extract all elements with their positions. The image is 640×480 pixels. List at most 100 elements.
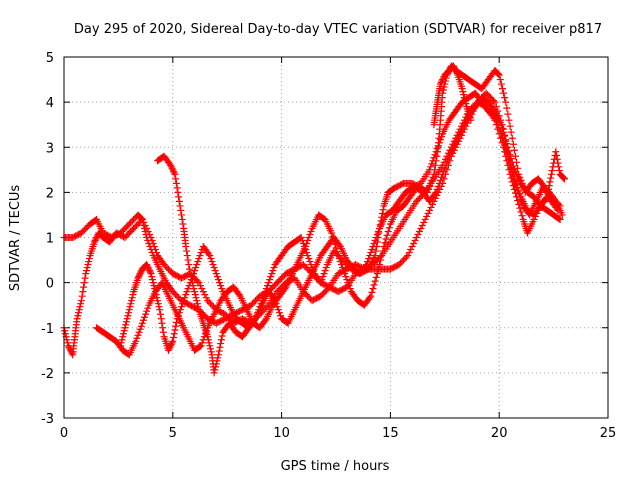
- data-point: [305, 255, 313, 263]
- data-point: [205, 250, 213, 258]
- data-point: [507, 155, 515, 163]
- data-point: [385, 224, 393, 232]
- data-point: [555, 163, 563, 171]
- data-point: [303, 240, 311, 248]
- data-point: [118, 336, 126, 344]
- data-point: [281, 285, 289, 293]
- y-tick-label: -2: [41, 367, 54, 382]
- data-point: [421, 215, 429, 223]
- data-point: [183, 288, 191, 296]
- data-point: [428, 160, 436, 168]
- data-point: [144, 264, 152, 272]
- data-point: [504, 110, 512, 118]
- data-point: [344, 279, 352, 287]
- series-track-5: [93, 94, 564, 359]
- data-point: [361, 262, 369, 270]
- data-point: [75, 309, 83, 317]
- x-tick-label: 20: [491, 426, 508, 441]
- data-point: [203, 327, 211, 335]
- data-point: [297, 234, 305, 241]
- data-point: [441, 164, 449, 172]
- data-point: [172, 179, 180, 187]
- data-point: [79, 288, 87, 296]
- data-point: [141, 221, 149, 229]
- plot-frame: [63, 56, 609, 419]
- data-point: [430, 154, 438, 162]
- data-point: [143, 261, 151, 269]
- data-point: [319, 273, 327, 281]
- data-point: [216, 279, 224, 287]
- data-point: [407, 246, 415, 254]
- data-point: [270, 264, 278, 272]
- data-point: [337, 261, 345, 269]
- data-point: [263, 303, 271, 311]
- data-point: [424, 209, 432, 217]
- y-tick-label: 2: [46, 186, 54, 201]
- data-point: [165, 345, 173, 353]
- data-point: [149, 240, 157, 248]
- data-point: [138, 319, 146, 327]
- data-point: [266, 276, 274, 284]
- data-point: [451, 65, 459, 73]
- data-point: [83, 264, 91, 272]
- data-point: [547, 170, 555, 178]
- data-point: [193, 297, 201, 305]
- x-axis-label: GPS time / hours: [281, 459, 390, 474]
- data-point: [185, 265, 193, 273]
- data-point: [182, 291, 190, 299]
- data-point: [199, 288, 207, 296]
- data-point: [556, 215, 564, 223]
- data-point: [205, 339, 213, 347]
- data-point: [503, 139, 511, 147]
- data-point: [167, 340, 175, 348]
- data-point: [75, 306, 83, 314]
- data-point: [81, 274, 89, 282]
- data-point: [269, 267, 277, 275]
- data-point: [436, 136, 444, 144]
- data-point: [328, 229, 336, 237]
- data-point: [127, 297, 135, 305]
- data-point: [207, 348, 215, 356]
- data-point: [552, 148, 560, 156]
- data-point: [138, 215, 146, 223]
- data-point: [191, 288, 199, 296]
- data-point: [188, 279, 196, 287]
- data-point: [320, 270, 328, 278]
- data-point: [135, 273, 143, 281]
- data-point: [559, 173, 567, 181]
- data-point: [213, 357, 221, 365]
- data-point: [502, 98, 510, 106]
- data-point: [216, 343, 224, 351]
- data-point: [171, 170, 179, 178]
- data-point: [433, 185, 441, 193]
- data-point: [410, 240, 418, 248]
- data-points: [60, 62, 568, 377]
- data-point: [119, 330, 127, 338]
- data-point: [235, 291, 243, 299]
- data-point: [304, 237, 312, 245]
- data-point: [274, 306, 282, 314]
- data-point: [500, 89, 508, 97]
- data-point: [378, 252, 386, 260]
- data-point: [218, 332, 226, 340]
- data-point: [156, 306, 164, 314]
- data-point: [303, 249, 311, 257]
- data-point: [429, 173, 437, 181]
- x-tick-label: 10: [273, 426, 290, 441]
- data-point: [124, 312, 132, 320]
- data-point: [558, 211, 566, 219]
- data-point: [431, 151, 439, 159]
- data-point: [84, 261, 92, 269]
- data-point: [436, 80, 444, 88]
- data-point: [197, 342, 205, 350]
- data-point: [431, 161, 439, 169]
- data-point: [518, 212, 526, 220]
- y-tick-label: 4: [46, 96, 54, 111]
- data-point: [206, 342, 214, 350]
- data-point: [433, 145, 441, 153]
- data-point: [127, 300, 135, 308]
- data-point: [494, 70, 502, 78]
- data-point: [369, 285, 377, 293]
- data-point: [188, 276, 196, 284]
